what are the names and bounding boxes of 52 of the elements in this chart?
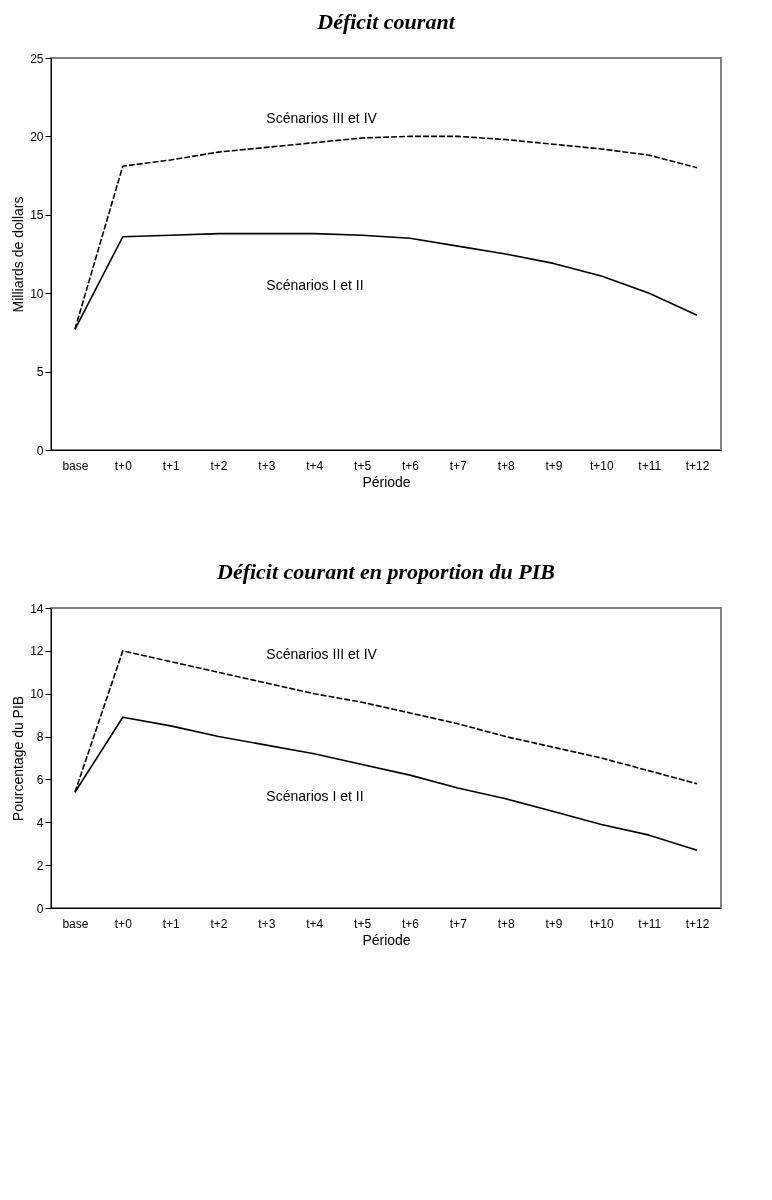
y-tick-label: 12: [30, 644, 44, 659]
x-tick-label: t+0: [114, 916, 133, 931]
x-tick-label: t+1: [162, 916, 180, 931]
x-tick-label: t+6: [401, 458, 420, 473]
x-tick-label: t+10: [590, 458, 615, 473]
chart-title: Déficit courant en proportion du PIB: [216, 559, 555, 584]
x-tick-label: t+0: [114, 458, 133, 473]
x-tick-label: t+11: [638, 458, 662, 473]
x-tick-label: t+7: [449, 458, 468, 473]
x-tick-label: t+2: [210, 458, 228, 473]
y-tick-label: 6: [36, 772, 44, 787]
x-tick-label: t+6: [401, 916, 420, 931]
x-tick-label: base: [62, 458, 89, 473]
y-tick-label: 25: [30, 51, 44, 66]
x-tick-label: t+5: [354, 458, 372, 473]
x-axis-title: Période: [362, 473, 411, 490]
x-tick-label: t+12: [685, 916, 710, 931]
x-tick-label: t+10: [590, 916, 615, 931]
y-tick-label: 10: [30, 286, 44, 301]
series-label: Scénarios III et IV: [266, 646, 378, 662]
x-tick-label: t+5: [354, 916, 372, 931]
x-axis-title: Période: [362, 931, 411, 948]
x-tick-label: base: [62, 916, 89, 931]
x-tick-label: t+8: [497, 458, 515, 473]
y-tick-label: 2: [36, 858, 44, 873]
y-tick-label: 14: [30, 601, 44, 616]
x-tick-label: t+1: [162, 458, 180, 473]
y-tick-label: 8: [36, 730, 44, 745]
x-tick-label: t+3: [258, 458, 276, 473]
text: Scénarios I et II: [266, 276, 364, 293]
x-tick-label: t+4: [306, 916, 324, 931]
y-tick-label: 10: [30, 687, 44, 702]
series-label: Scénarios III et IV: [266, 110, 378, 127]
x-tick-label: t+9: [545, 916, 563, 931]
x-tick-label: t+8: [497, 916, 515, 931]
x-tick-label: t+3: [258, 916, 276, 931]
y-tick-label: 0: [36, 443, 44, 458]
series-label: Scénarios I et II: [266, 788, 364, 805]
y-axis-title: Milliards de dollars: [10, 196, 27, 313]
y-tick-label: 0: [36, 901, 44, 916]
y-axis-title: Pourcentage du PIB: [10, 695, 27, 822]
y-tick-label: 15: [30, 208, 44, 223]
x-tick-label: t+7: [449, 916, 468, 931]
x-tick-label: t+9: [545, 458, 563, 473]
y-tick-label: 5: [36, 365, 44, 380]
x-tick-label: t+4: [306, 458, 324, 473]
x-tick-label: t+11: [638, 916, 662, 931]
chart-title: Déficit courant: [316, 9, 456, 34]
x-tick-label: t+12: [685, 458, 710, 473]
x-tick-label: t+2: [210, 916, 228, 931]
y-tick-label: 4: [36, 815, 44, 830]
y-tick-label: 20: [30, 129, 44, 144]
